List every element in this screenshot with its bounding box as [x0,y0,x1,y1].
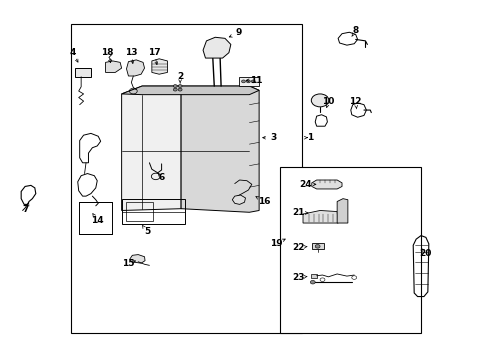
Text: 20: 20 [419,249,431,258]
Text: 8: 8 [352,26,358,35]
Bar [122,199,184,224]
Bar [238,77,259,86]
Text: 13: 13 [125,48,137,57]
Bar [71,24,302,333]
Text: 9: 9 [235,28,242,37]
Circle shape [173,88,177,91]
Polygon shape [232,195,245,204]
Polygon shape [311,180,341,189]
Text: 5: 5 [143,228,150,237]
Polygon shape [122,86,181,211]
Polygon shape [152,59,167,74]
Text: 18: 18 [101,48,113,57]
Polygon shape [126,60,144,76]
Text: 3: 3 [270,133,276,142]
Polygon shape [122,86,259,95]
Text: 7: 7 [23,205,29,214]
Text: 6: 6 [158,173,164,182]
Text: 19: 19 [269,239,282,248]
Circle shape [178,85,182,87]
Bar [79,202,112,234]
Text: 2: 2 [177,72,183,81]
Text: 4: 4 [69,48,76,57]
Polygon shape [303,211,337,223]
Text: 22: 22 [291,243,304,252]
Circle shape [311,94,328,107]
Bar [311,243,324,249]
Bar [279,167,420,333]
Circle shape [246,80,250,83]
Text: 14: 14 [91,216,103,225]
Circle shape [310,280,315,284]
Polygon shape [203,37,230,58]
Text: 10: 10 [322,97,334,106]
Circle shape [251,80,255,83]
Bar [126,202,153,221]
Circle shape [315,244,320,248]
Circle shape [241,80,245,83]
Text: 21: 21 [291,208,304,217]
Text: 15: 15 [122,259,134,268]
Text: 23: 23 [291,273,304,282]
Polygon shape [105,61,122,72]
Polygon shape [130,255,145,263]
Polygon shape [181,86,259,212]
Bar [310,274,316,278]
Circle shape [178,88,182,91]
Text: 17: 17 [148,48,160,57]
Polygon shape [336,199,347,223]
Text: 12: 12 [349,97,361,106]
Circle shape [173,85,177,87]
Text: 24: 24 [299,180,311,189]
Bar [75,68,91,77]
Text: 1: 1 [306,133,313,142]
Text: 11: 11 [250,76,263,85]
Text: 16: 16 [257,197,270,206]
